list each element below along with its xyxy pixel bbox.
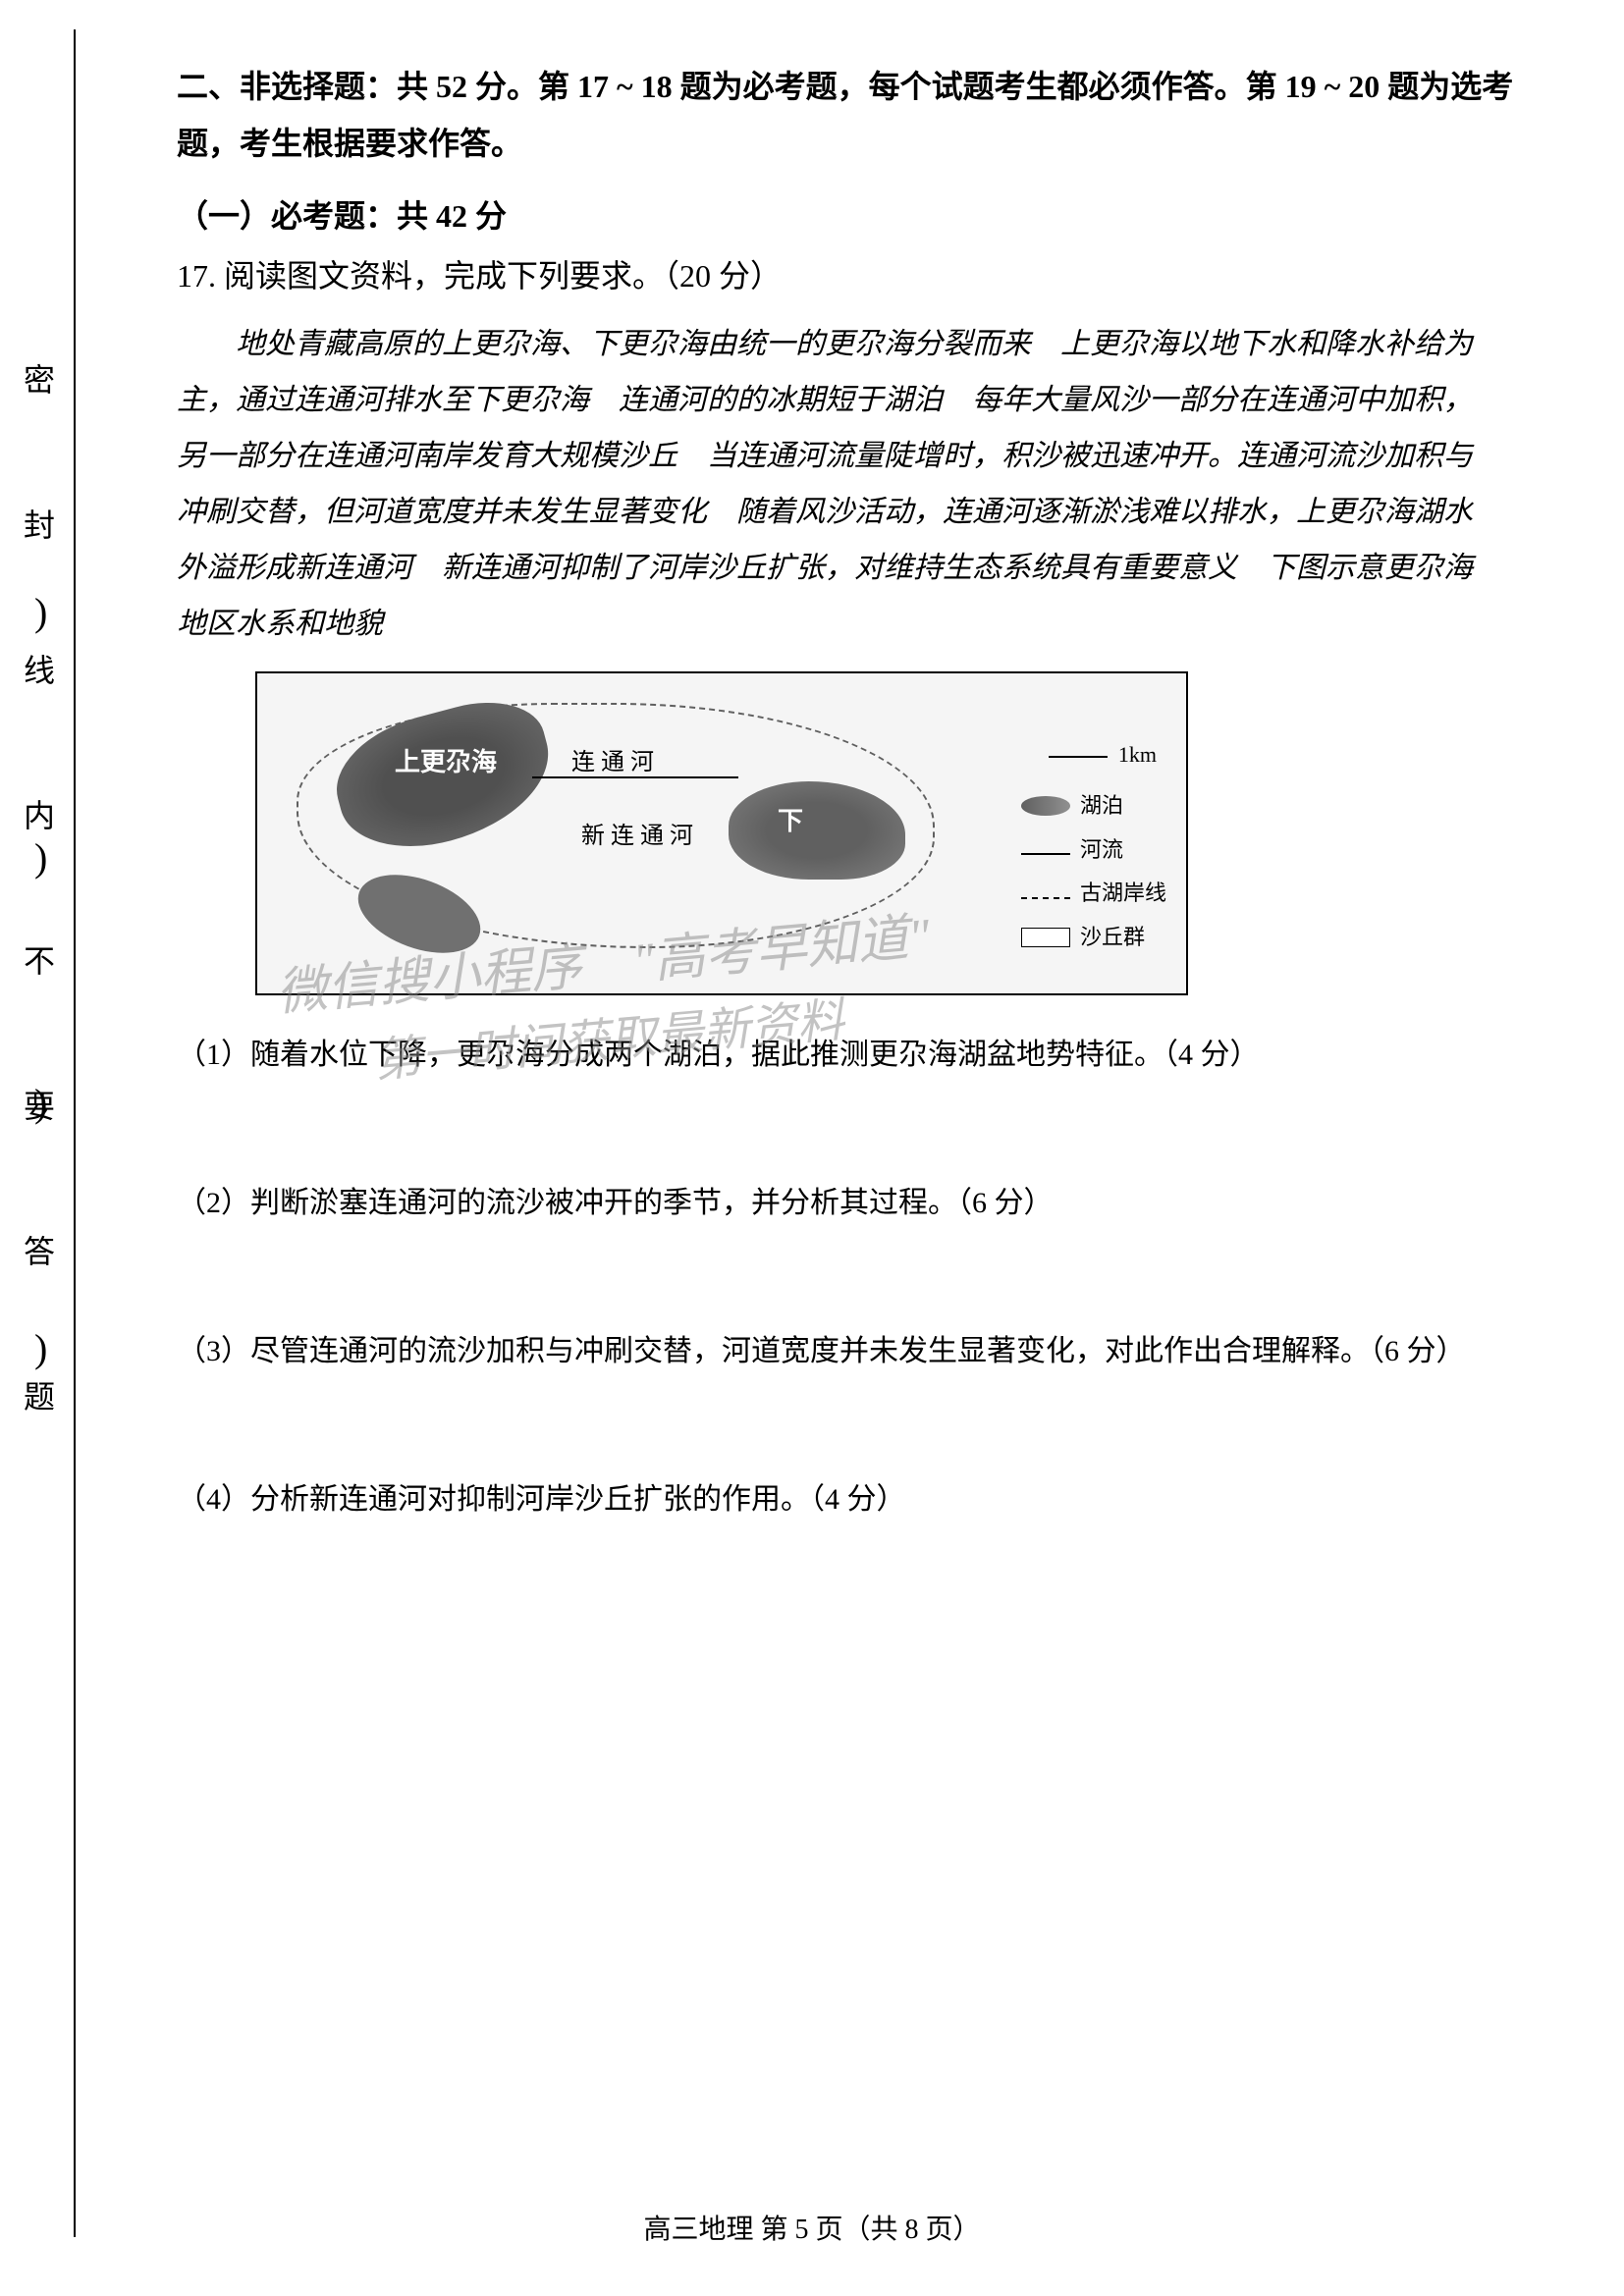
river-label-2: 新 连 通 河 bbox=[581, 816, 693, 850]
legend-river-label: 河流 bbox=[1080, 830, 1123, 870]
sub-question-2: （2）判断淤塞连通河的流沙被冲开的季节，并分析其过程。（6 分） bbox=[177, 1178, 1526, 1228]
map-content: 上更尕海 下 连 通 河 新 连 通 河 1km 湖泊 河流 bbox=[257, 673, 1186, 993]
scale-text: 1km bbox=[1118, 742, 1157, 767]
required-section-header: （一）必考题：共 42 分 bbox=[177, 191, 1526, 237]
legend-item-river: 河流 bbox=[1021, 830, 1166, 870]
map-legend: 湖泊 河流 古湖岸线 沙丘群 bbox=[1021, 786, 1166, 961]
connecting-river-line bbox=[532, 776, 738, 778]
legend-dune-label: 沙丘群 bbox=[1080, 918, 1145, 957]
river-symbol-icon bbox=[1021, 853, 1070, 855]
upper-lake-label: 上更尕海 bbox=[395, 742, 497, 778]
legend-item-lake: 湖泊 bbox=[1021, 786, 1166, 826]
legend-lake-label: 湖泊 bbox=[1080, 786, 1123, 826]
legend-item-dune: 沙丘群 bbox=[1021, 918, 1166, 957]
dune-symbol-icon bbox=[1021, 928, 1070, 947]
question-17-title: 17. 阅读图文资料，完成下列要求。（20 分） bbox=[177, 251, 1526, 296]
shoreline-symbol-icon bbox=[1021, 897, 1070, 899]
lake-symbol-icon bbox=[1021, 796, 1070, 816]
question-17-passage: 地处青藏高原的上更尕海、下更尕海由统一的更尕海分裂而来 上更尕海以地下水和降水补… bbox=[177, 316, 1526, 652]
scale-bar: 1km bbox=[1049, 742, 1157, 768]
page-footer: 高三地理 第 5 页（共 8 页） bbox=[643, 2208, 980, 2247]
map-figure: 上更尕海 下 连 通 河 新 连 通 河 1km 湖泊 河流 bbox=[255, 671, 1188, 995]
sub-question-3: （3）尽管连通河的流沙加积与冲刷交替，河道宽度并未发生显著变化，对此作出合理解释… bbox=[177, 1326, 1526, 1376]
river-label-1: 连 通 河 bbox=[571, 742, 654, 776]
legend-item-shoreline: 古湖岸线 bbox=[1021, 874, 1166, 913]
legend-shoreline-label: 古湖岸线 bbox=[1080, 874, 1166, 913]
section-two-header: 二、非选择题：共 52 分。第 17 ~ 18 题为必考题，每个试题考生都必须作… bbox=[177, 59, 1526, 172]
sub-question-4: （4）分析新连通河对抑制河岸沙丘扩张的作用。（4 分） bbox=[177, 1474, 1526, 1524]
page-container: 二、非选择题：共 52 分。第 17 ~ 18 题为必考题，每个试题考生都必须作… bbox=[0, 0, 1624, 2296]
sub-question-1: （1）随着水位下降，更尕海分成两个湖泊，据此推测更尕海湖盆地势特征。（4 分） bbox=[177, 1030, 1526, 1080]
scale-line-icon bbox=[1049, 756, 1108, 758]
lower-lake-label: 下 bbox=[778, 801, 803, 837]
